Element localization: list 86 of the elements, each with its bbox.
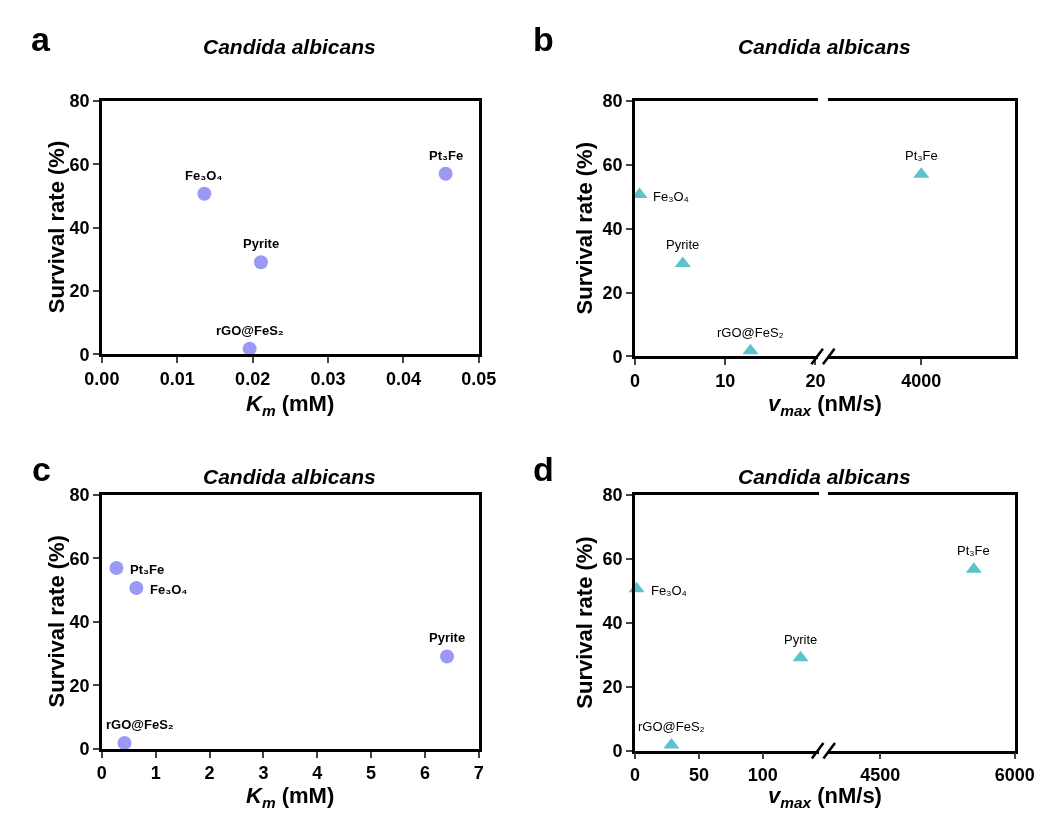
text: a [31,20,51,58]
x-tick-label: 0 [629,765,640,786]
x-tick-label: 0 [96,763,107,784]
x-tick-label: 20 [805,370,826,391]
point [792,650,809,662]
x-tick-label: 4 [312,763,323,784]
x-tick-label: 4500 [860,765,901,786]
point [438,166,453,181]
point [109,560,124,575]
y-tick-label: 40 [69,612,90,633]
x-tick-label: 0.02 [235,368,271,389]
point [440,649,455,664]
x-axis-title: K$_{m}$ (mM) [246,783,335,811]
text: b [533,20,554,58]
y-tick-label: 40 [602,218,623,239]
annotation: Pt₃Fe [429,148,464,163]
annotation: Pyrite [666,237,700,252]
annotation: Fe₃O₄ [653,189,689,204]
point [117,736,132,751]
y-tick-label: 0 [79,739,90,760]
annotation: Pt₃Fe [130,562,165,577]
x-tick-label: 0.04 [385,368,421,389]
y-axis-title: Survival rate (%) [572,142,598,315]
chart-title: Candida albicans [203,465,376,488]
annotation: Fe₃O₄ [185,168,223,183]
x-tick-label: 6000 [994,765,1035,786]
y-axis-title: Survival rate (%) [43,140,69,314]
x-axis-title: v$_{max}$ (nM/s) [768,783,882,811]
y-tick-label: 80 [602,485,623,506]
y-tick-label: 60 [69,548,90,569]
x-tick-label: 7 [473,763,484,784]
annotation: rGO@FeS₂ [106,717,174,732]
x-tick-label: 0.00 [84,368,120,389]
point [129,580,144,595]
annotation: Pyrite [243,236,280,251]
x-tick-label: 2 [204,763,215,784]
x-tick-label: 5 [366,763,377,784]
annotation: rGO@FeS₂ [638,719,705,734]
annotation: Pt₃Fe [957,543,990,558]
x-tick-label: 10 [715,370,736,391]
annotation: Pt₃Fe [905,148,938,163]
chart-title: Candida albicans [738,35,911,58]
chart-title: Candida albicans [203,35,376,58]
x-tick-label: 100 [747,765,778,786]
x-axis-title: K$_{m}$ (mM) [246,391,335,419]
annotation: Fe₃O₄ [651,583,687,598]
y-axis-title: Survival rate (%) [43,535,69,708]
y-tick-label: 0 [79,344,90,365]
point [242,341,257,356]
point [742,343,759,355]
x-tick-label: 4000 [901,370,942,391]
y-tick-label: 20 [602,677,623,698]
point [253,255,268,270]
y-tick-label: 40 [69,217,90,238]
x-tick-label: 0.01 [159,368,195,389]
chart-title: Candida albicans [738,465,911,488]
y-tick-label: 20 [69,675,90,696]
x-tick-label: 3 [258,763,269,784]
y-tick-label: 60 [602,549,623,570]
x-tick-label: 0.05 [461,368,497,389]
y-tick-label: 20 [69,281,90,302]
x-tick-label: 6 [419,763,430,784]
annotation: rGO@FeS₂ [216,323,284,338]
y-tick-label: 80 [69,485,90,506]
y-tick-label: 0 [612,346,623,367]
point [197,186,212,201]
y-tick-label: 60 [602,154,623,175]
y-tick-label: 20 [602,282,623,303]
x-axis-title: v$_{max}$ (nM/s) [768,391,882,419]
annotation: Pyrite [429,630,466,645]
text: d [533,450,554,488]
annotation: Pyrite [784,632,818,647]
y-tick-label: 0 [612,741,623,762]
y-axis-title: Survival rate (%) [571,536,597,709]
y-tick-label: 80 [602,91,623,112]
y-tick-label: 80 [69,91,90,112]
y-tick-label: 40 [602,613,623,634]
point [663,737,680,749]
x-tick-label: 0.03 [310,368,346,389]
x-tick-label: 50 [688,765,709,786]
x-tick-label: 1 [150,763,161,784]
text: c [32,450,51,488]
x-tick-label: 0 [629,370,640,391]
annotation: rGO@FeS₂ [717,325,784,340]
y-tick-label: 60 [69,154,90,175]
annotation: Fe₃O₄ [150,582,188,597]
